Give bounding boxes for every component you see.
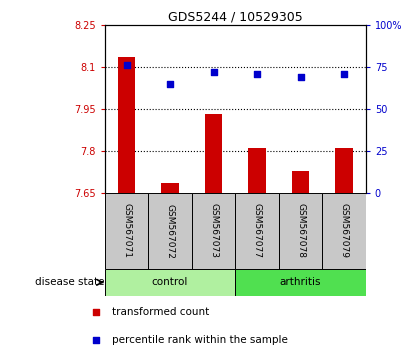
Bar xyxy=(162,183,179,193)
Point xyxy=(167,81,173,86)
Bar xyxy=(335,148,353,193)
Bar xyxy=(279,193,322,269)
Bar xyxy=(205,114,222,193)
Text: GSM567078: GSM567078 xyxy=(296,204,305,258)
Point xyxy=(123,62,130,68)
Text: transformed count: transformed count xyxy=(113,307,210,317)
Text: percentile rank within the sample: percentile rank within the sample xyxy=(113,335,288,344)
Text: GSM567073: GSM567073 xyxy=(209,204,218,258)
Bar xyxy=(105,193,148,269)
Title: GDS5244 / 10529305: GDS5244 / 10529305 xyxy=(168,11,302,24)
Bar xyxy=(192,193,235,269)
Text: GSM567071: GSM567071 xyxy=(122,204,131,258)
Bar xyxy=(148,193,192,269)
Text: arthritis: arthritis xyxy=(280,277,321,287)
Text: control: control xyxy=(152,277,188,287)
Bar xyxy=(292,171,309,193)
Bar xyxy=(248,148,266,193)
Point xyxy=(92,337,99,342)
Text: GSM567072: GSM567072 xyxy=(166,204,175,258)
Point xyxy=(297,74,304,80)
Bar xyxy=(105,269,236,296)
Bar xyxy=(235,193,279,269)
Bar xyxy=(235,269,366,296)
Point xyxy=(210,69,217,75)
Point xyxy=(92,309,99,315)
Bar xyxy=(322,193,366,269)
Bar xyxy=(118,57,135,193)
Point xyxy=(341,71,347,76)
Point xyxy=(254,71,260,76)
Text: disease state: disease state xyxy=(35,277,105,287)
Text: GSM567077: GSM567077 xyxy=(252,204,261,258)
Text: GSM567079: GSM567079 xyxy=(339,204,349,258)
